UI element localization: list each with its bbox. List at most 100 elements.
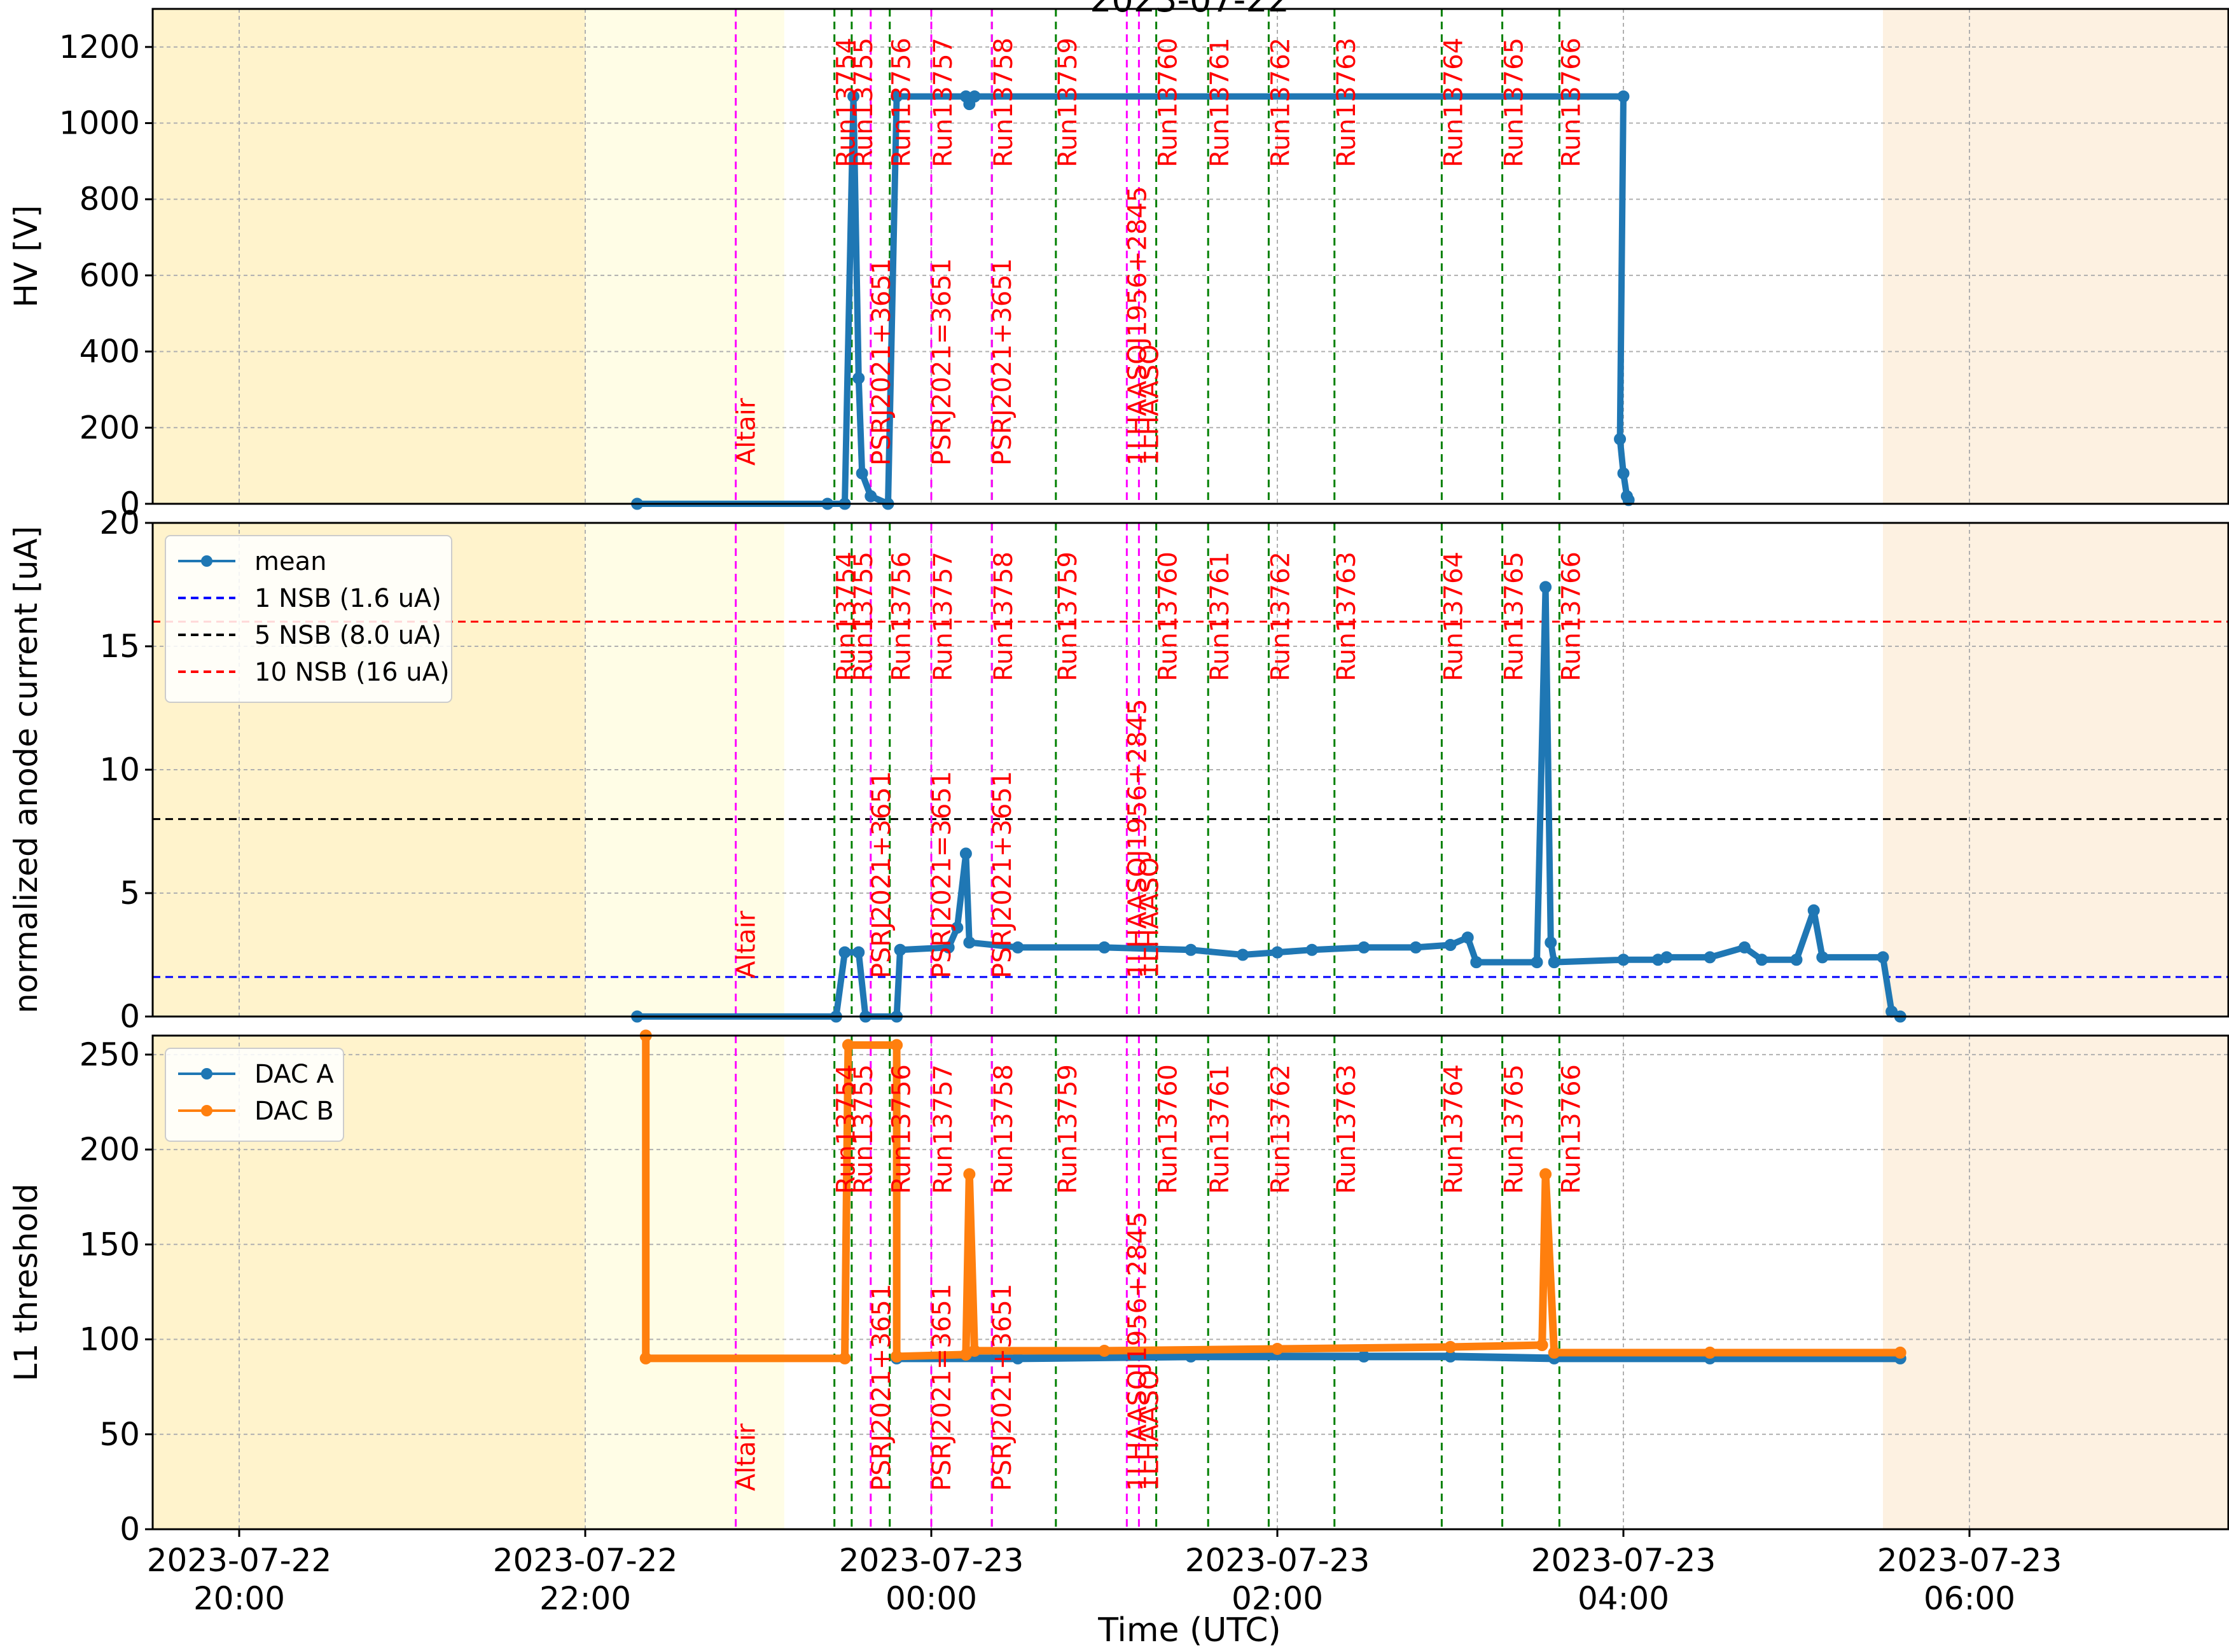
data-point xyxy=(1184,943,1197,956)
y-tick-label: 100 xyxy=(80,1321,140,1358)
run-label: Run13760 xyxy=(1154,38,1183,167)
y-axis-label: HV [V] xyxy=(8,205,45,308)
data-point xyxy=(1539,581,1552,593)
run-label: Run13757 xyxy=(929,38,958,167)
legend-label: 1 NSB (1.6 uA) xyxy=(254,584,441,613)
data-point xyxy=(1704,951,1716,964)
time-shade xyxy=(1883,1036,2229,1529)
data-point xyxy=(1358,941,1370,954)
source-label: Altair xyxy=(732,398,761,466)
legend: mean 1 NSB (1.6 uA) 5 NSB (8.0 uA) 10 NSB (… xyxy=(165,535,452,703)
time-shade xyxy=(585,9,784,504)
source-label: PSRJ2021+3651 xyxy=(988,771,1017,978)
figure-title: 2023-07-22 xyxy=(1090,0,1289,20)
data-point xyxy=(1756,954,1768,966)
source-label: 1LHAASOJ1956+2845 xyxy=(1123,699,1152,978)
run-label: Run13765 xyxy=(1500,552,1529,681)
data-point xyxy=(963,1168,976,1181)
axes-frame xyxy=(151,8,2229,505)
legend: DAC A DAC B xyxy=(165,1048,344,1142)
data-point xyxy=(847,90,860,103)
run-label: Run13758 xyxy=(989,1064,1018,1194)
y-tick-label: 400 xyxy=(80,333,140,370)
y-tick-label: 150 xyxy=(80,1226,140,1263)
source-label: Altair xyxy=(732,1423,761,1491)
time-shade xyxy=(585,1036,784,1529)
time-shade xyxy=(1883,9,2229,504)
run-label: Run13758 xyxy=(989,552,1018,681)
x-tick-time: 22:00 xyxy=(539,1580,631,1617)
data-point xyxy=(1358,1350,1370,1363)
run-label: Run13754 xyxy=(832,552,861,681)
legend-marker xyxy=(201,1068,212,1079)
time-shade xyxy=(153,9,585,504)
data-point xyxy=(951,921,964,934)
x-tick-date: 2023-07-23 xyxy=(1185,1542,1370,1579)
run-label: Run13759 xyxy=(1053,552,1083,681)
y-tick-label: 800 xyxy=(80,181,140,218)
y-tick-label: 15 xyxy=(99,628,140,665)
data-point xyxy=(1738,941,1751,954)
source-label: PSRJ2021+3651 xyxy=(867,258,896,466)
data-point xyxy=(1816,951,1829,964)
y-tick-label: 200 xyxy=(80,409,140,446)
run-label: Run13756 xyxy=(887,38,917,167)
x-axis-label: Time (UTC) xyxy=(1097,1611,1281,1649)
data-point xyxy=(1539,1168,1552,1181)
run-label: Run13755 xyxy=(849,38,878,167)
data-point xyxy=(639,1352,652,1364)
data-point xyxy=(1011,941,1024,954)
data-point xyxy=(1444,938,1457,951)
data-point xyxy=(838,1352,851,1364)
run-label: Run13766 xyxy=(1557,1064,1586,1194)
data-point xyxy=(1444,1340,1457,1353)
axes-frame xyxy=(151,1034,2229,1531)
data-point xyxy=(959,847,972,860)
x-tick-time: 20:00 xyxy=(193,1580,285,1617)
legend-marker xyxy=(201,555,212,567)
source-label: PSRJ2021+3651 xyxy=(867,771,896,978)
data-point xyxy=(856,467,868,480)
x-tick-time: 02:00 xyxy=(1232,1580,1323,1617)
y-tick-label: 50 xyxy=(99,1416,140,1453)
run-label: Run13760 xyxy=(1154,1064,1183,1194)
legend-label: 5 NSB (8.0 uA) xyxy=(254,621,441,650)
data-point xyxy=(1305,943,1318,956)
x-tick-date: 2023-07-23 xyxy=(1877,1542,2062,1579)
data-point xyxy=(1098,941,1111,954)
run-label: Run13754 xyxy=(832,1064,861,1194)
run-label: Run13760 xyxy=(1154,552,1183,681)
data-point xyxy=(1461,931,1474,944)
source-label: 1LHAASOJ1956+2845 xyxy=(1123,186,1152,466)
run-label: Run13761 xyxy=(1205,1064,1235,1194)
y-tick-label: 0 xyxy=(120,998,140,1035)
run-label: Run13765 xyxy=(1500,38,1529,167)
source-label: Altair xyxy=(732,910,761,978)
run-label: Run13766 xyxy=(1557,38,1586,167)
legend-label: 10 NSB (16 uA) xyxy=(254,658,450,687)
data-point xyxy=(1410,941,1422,954)
data-point xyxy=(1531,956,1543,969)
x-tick-date: 2023-07-23 xyxy=(1531,1542,1716,1579)
y-tick-label: 1200 xyxy=(59,29,140,66)
data-point xyxy=(1894,1346,1906,1359)
run-label: Run13763 xyxy=(1332,552,1361,681)
data-point xyxy=(1548,956,1560,969)
source-label: 1LHAASO xyxy=(1135,857,1164,978)
data-point xyxy=(1790,954,1803,966)
x-tick-time: 06:00 xyxy=(1924,1580,2015,1617)
series-line xyxy=(896,1352,1901,1363)
x-tick-date: 2023-07-22 xyxy=(493,1542,678,1579)
data-point xyxy=(852,946,865,959)
source-label: PSRJ2021+3651 xyxy=(867,1284,896,1491)
data-point xyxy=(1617,467,1630,480)
legend-label: DAC A xyxy=(254,1060,334,1089)
data-point xyxy=(1536,1338,1548,1351)
source-label: 1LHAASO xyxy=(1135,344,1164,466)
data-point xyxy=(838,946,851,959)
legend-label: mean xyxy=(254,547,326,576)
run-label: Run13762 xyxy=(1266,552,1295,681)
